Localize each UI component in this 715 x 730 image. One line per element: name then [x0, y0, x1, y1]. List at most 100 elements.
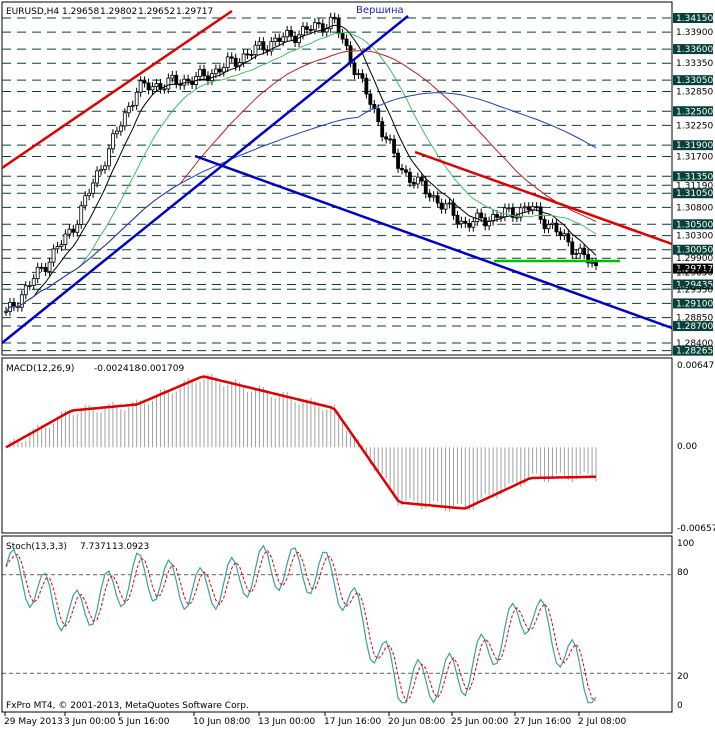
candle-body — [578, 247, 583, 254]
candle-body — [55, 246, 60, 250]
candle-body — [126, 106, 131, 114]
ohlc-low: 1.29652 — [138, 7, 175, 17]
candle-body — [415, 176, 420, 185]
candle-body — [475, 212, 480, 223]
candle-body — [479, 212, 484, 219]
price-label: 1.28850 — [676, 314, 713, 324]
price-label: 1.30500 — [676, 220, 713, 230]
candle-body — [114, 130, 119, 135]
candle-body — [388, 138, 393, 141]
candle-body — [111, 133, 115, 150]
candle-body — [289, 29, 294, 37]
resistance-line — [414, 150, 673, 246]
candle-body — [364, 77, 369, 95]
candle-body — [87, 192, 92, 197]
ohlc-close: 1.29717 — [176, 7, 213, 17]
candle-body — [550, 222, 555, 225]
candle-body — [83, 195, 88, 207]
candle-body — [91, 182, 96, 194]
candle-body — [245, 53, 250, 56]
support-trend-line — [1, 15, 409, 344]
candle-body — [526, 206, 531, 211]
candle-body — [340, 32, 345, 40]
candle-body — [594, 261, 598, 266]
time-label: 10 Jun 08:00 — [193, 717, 250, 727]
candle-body — [174, 74, 179, 85]
macd-scale-bottom: -0.006579 — [677, 524, 715, 534]
candle-body — [372, 104, 377, 110]
price-label-box — [673, 106, 713, 117]
price-label: 1.32250 — [676, 121, 713, 131]
candle-body — [554, 222, 559, 233]
price-grid — [2, 17, 672, 352]
candle-body — [27, 285, 32, 287]
candle-body — [522, 206, 527, 209]
candle-body — [285, 29, 290, 38]
candle-body — [150, 86, 155, 91]
candle-body — [356, 73, 361, 76]
candle-body — [59, 244, 64, 247]
price-label: 1.30800 — [676, 203, 713, 213]
price-label: 1.31050 — [676, 189, 713, 199]
candle-body — [217, 68, 222, 73]
candle-body — [75, 223, 80, 233]
candle-body — [459, 220, 464, 225]
candle-body — [71, 228, 76, 233]
candle-body — [514, 216, 519, 219]
candle-body — [95, 170, 99, 184]
candle-body — [538, 206, 543, 220]
price-label: 1.28265 — [676, 347, 713, 357]
candle-body — [332, 16, 337, 20]
macd-scale-zero: 0.00 — [677, 442, 697, 452]
candle-body — [229, 56, 234, 59]
candle-body — [542, 218, 547, 230]
candle-body — [257, 41, 262, 46]
copyright: FxPro MT4, © 2001-2013, MetaQuotes Softw… — [6, 701, 249, 711]
candle-body — [19, 294, 24, 308]
candle-body — [35, 266, 40, 280]
candle-body — [463, 220, 468, 224]
candle-body — [467, 222, 472, 228]
candle-body — [352, 62, 357, 75]
candle-body — [435, 195, 440, 204]
macd-pane — [1, 357, 673, 534]
trend-lines — [1, 9, 673, 344]
candle-body — [320, 23, 325, 33]
candle-body — [198, 68, 202, 77]
price-label: 1.28700 — [676, 322, 713, 332]
price-label-box — [673, 279, 713, 290]
price-scale: 1.34150 1.33900 1.33600 1.33350 1.330501.328… — [673, 13, 713, 357]
candle-body — [400, 167, 404, 171]
candle-body — [107, 148, 111, 167]
price-pane — [1, 1, 673, 356]
price-label-box — [673, 244, 713, 255]
time-label: 20 Jun 08:00 — [388, 717, 445, 727]
candle-body — [118, 125, 123, 132]
candle-body — [162, 88, 167, 91]
candle-body — [360, 73, 365, 79]
price-label: 1.31190 — [676, 181, 713, 191]
time-label: 29 May 2013 — [4, 717, 63, 727]
candle-body — [47, 261, 52, 272]
price-label-box — [673, 171, 713, 182]
moving-averages — [5, 24, 597, 312]
candle-body — [63, 233, 68, 245]
time-label: 5 Jun 16:00 — [118, 717, 170, 727]
candle-body — [431, 195, 436, 198]
stoch-k-value: 7.7371 — [80, 542, 112, 552]
candle-body — [411, 182, 416, 185]
candle-body — [138, 80, 143, 93]
price-label-box — [673, 44, 713, 55]
time-label: 3 Jun 00:00 — [64, 717, 116, 727]
candle-body — [344, 38, 349, 47]
candle-body — [530, 206, 535, 211]
current-price-label: 1.29717 — [676, 265, 713, 275]
price-label-box — [673, 13, 713, 23]
candle-body — [546, 224, 551, 230]
price-label: 1.34150 — [676, 14, 713, 24]
price-label: 1.33050 — [676, 76, 713, 86]
symbol-label: EURUSD,H4 — [6, 7, 59, 17]
price-label: 1.33600 — [676, 45, 713, 55]
ohlc-high: 1.29802 — [100, 7, 137, 17]
candle-body — [534, 206, 539, 209]
